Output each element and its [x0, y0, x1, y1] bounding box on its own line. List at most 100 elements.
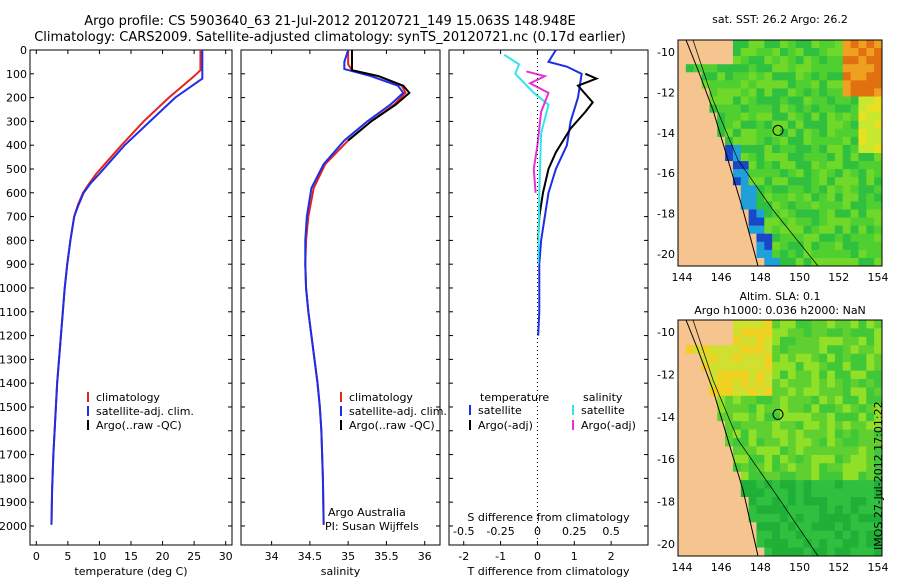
y-tick-label: 300	[6, 115, 27, 128]
coastline-sst	[685, 39, 759, 267]
legend-salinity-header: salinity	[583, 391, 623, 404]
y-tick-label: 2000	[0, 520, 27, 533]
y-tick-label: 1900	[0, 496, 27, 509]
s-axis-tick-label: 0.25	[562, 525, 587, 538]
map-y-tick-sst: -20	[657, 248, 675, 261]
argo-location-marker-sst	[772, 124, 784, 136]
figure-title-line2: Climatology: CARS2009. Satellite-adjuste…	[34, 30, 626, 45]
map-x-tick-sst: 148	[750, 271, 771, 284]
x-tick-label-salinity: 35	[341, 550, 355, 563]
x-tick-label-temperature: 15	[124, 550, 138, 563]
credit-line1: Argo Australia	[328, 506, 406, 519]
x-tick-label-temperature: 25	[187, 550, 201, 563]
map-x-tick-sla: 144	[672, 561, 693, 574]
map-x-tick-sst: 154	[868, 271, 889, 284]
y-tick-label: 700	[6, 211, 27, 224]
map-x-tick-sla: 154	[868, 561, 889, 574]
y-tick-label: 1200	[0, 330, 27, 343]
map-y-tick-sst: -10	[657, 46, 675, 59]
x-tick-label-salinity: 34.5	[298, 550, 323, 563]
x-tick-label-salinity: 36	[418, 550, 432, 563]
x-axis-label-temperature: temperature (deg C)	[74, 565, 187, 578]
legend-item-0: satellite	[478, 404, 522, 417]
legend-temperature-header: temperature	[480, 391, 549, 404]
reef-contour-sst	[692, 39, 819, 267]
map-y-tick-sla: -14	[657, 411, 675, 424]
x-tick-label-temperature: 30	[219, 550, 233, 563]
reef-contour-sla	[692, 319, 819, 557]
map-y-tick-sla: -10	[657, 326, 675, 339]
x-tick-label-temperature: 5	[64, 550, 71, 563]
y-tick-label: 900	[6, 258, 27, 271]
x-axis-label-difference: T difference from climatology	[467, 565, 630, 578]
map-sla	[678, 320, 883, 557]
x-tick-label-temperature: 10	[92, 550, 106, 563]
x-tick-label-difference: -2	[458, 550, 469, 563]
x-tick-label-difference: 2	[608, 550, 615, 563]
map-x-tick-sla: 146	[711, 561, 732, 574]
map-y-tick-sla: -16	[657, 453, 675, 466]
y-tick-label: 1500	[0, 401, 27, 414]
credit-line2: PI: Susan Wijffels	[325, 520, 419, 533]
series-line-salinity-climatology	[304, 50, 407, 525]
map-frame-sla	[677, 319, 883, 557]
x-tick-label-difference: 0	[534, 550, 541, 563]
legend-item-salinity: satellite-adj. clim.	[349, 405, 447, 418]
y-tick-label: 1800	[0, 472, 27, 485]
legend-item-salinity: Argo(..raw -QC)	[349, 419, 435, 432]
x-axis-label-salinity: salinity	[321, 565, 361, 578]
series-line-temperature-climatology	[50, 50, 202, 525]
y-tick-label: 800	[6, 234, 27, 247]
y-tick-label: 1700	[0, 449, 27, 462]
map-y-tick-sla: -12	[657, 368, 675, 381]
y-tick-label: 1300	[0, 353, 27, 366]
map-x-tick-sst: 144	[672, 271, 693, 284]
axes-box-salinity	[240, 49, 441, 546]
map-frame-sst	[677, 39, 883, 267]
map-x-tick-sla: 152	[828, 561, 849, 574]
x-tick-label-temperature: 0	[33, 550, 40, 563]
map-x-tick-sst: 152	[828, 271, 849, 284]
x-tick-label-salinity: 35.5	[374, 550, 399, 563]
x-tick-label-difference: 1	[571, 550, 578, 563]
figure-title-line1: Argo profile: CS 5903640_63 21-Jul-2012 …	[84, 14, 576, 29]
s-axis-tick-label: -0.5	[453, 525, 474, 538]
y-tick-label: 1100	[0, 306, 27, 319]
series-line-difference-salinity-argo-adj-	[526, 70, 550, 193]
axes-box-temperature	[29, 49, 233, 546]
s-axis-tick-label: 0	[534, 525, 541, 538]
map-y-tick-sla: -20	[657, 538, 675, 551]
y-tick-label: 1000	[0, 282, 27, 295]
legend-item-temperature: Argo(..raw -QC)	[96, 419, 182, 432]
legend-item-2: satellite	[581, 404, 625, 417]
x-tick-label-salinity: 34	[265, 550, 279, 563]
series-line-difference-temperature-argo-adj-	[537, 72, 600, 241]
y-tick-label: 500	[6, 163, 27, 176]
y-tick-label: 0	[20, 44, 27, 57]
legend-item-salinity: climatology	[349, 391, 413, 404]
timestamp-label: IMOS 27-Jul-2012 17:01:22	[872, 401, 885, 550]
legend-item-temperature: satellite-adj. clim.	[96, 405, 194, 418]
coastline-sla	[685, 319, 759, 557]
s-axis-tick-label: -0.25	[486, 525, 514, 538]
series-line-salinity-satellite-adj-clim-	[304, 49, 405, 525]
map-x-tick-sst: 150	[789, 271, 810, 284]
series-line-temperature-satellite-adj-clim-	[50, 50, 204, 525]
map-x-tick-sst: 146	[711, 271, 732, 284]
map-y-tick-sla: -18	[657, 496, 675, 509]
x-tick-label-temperature: 20	[156, 550, 170, 563]
map-y-tick-sst: -14	[657, 127, 675, 140]
map-y-tick-sst: -12	[657, 86, 675, 99]
y-tick-label: 200	[6, 92, 27, 105]
series-line-difference-temperature-satellite	[537, 49, 583, 336]
map-y-tick-sst: -16	[657, 167, 675, 180]
s-axis-label: S difference from climatology	[467, 511, 630, 524]
legend-item-3: Argo(-adj)	[581, 419, 636, 432]
series-line-salinity-argo-raw-qc-	[347, 50, 411, 142]
sla-map-title-line2: Argo h1000: 0.036 h2000: NaN	[694, 304, 866, 317]
legend-item-1: Argo(-adj)	[478, 419, 533, 432]
legend-item-temperature: climatology	[96, 391, 160, 404]
sla-map-title-line1: Altim. SLA: 0.1	[739, 290, 821, 303]
sst-map-title: sat. SST: 26.2 Argo: 26.2	[712, 13, 848, 26]
